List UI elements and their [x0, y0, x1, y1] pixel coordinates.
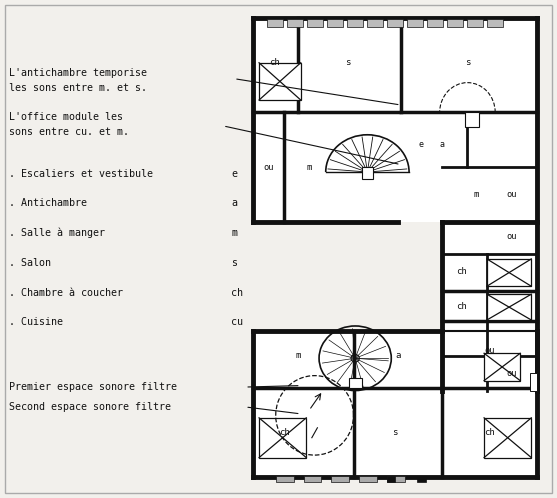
Text: a: a	[440, 140, 445, 149]
Bar	[467, 19, 483, 27]
Text: m: m	[231, 228, 237, 238]
Bar	[359, 477, 377, 483]
Text: ch: ch	[231, 288, 243, 298]
Text: s: s	[345, 58, 351, 67]
Bar	[259, 63, 301, 100]
Text: a: a	[395, 351, 400, 360]
Text: ch: ch	[457, 267, 467, 276]
Bar	[287, 19, 303, 27]
Bar	[387, 477, 395, 483]
Bar	[487, 294, 531, 320]
Bar	[487, 19, 503, 27]
Text: sons entre cu. et m.: sons entre cu. et m.	[9, 127, 129, 137]
Bar	[487, 259, 531, 286]
Text: s: s	[465, 58, 470, 67]
Text: . Salon: . Salon	[9, 258, 51, 268]
Text: ch: ch	[457, 302, 467, 311]
Text: e: e	[231, 168, 237, 178]
Bar	[484, 418, 531, 458]
Bar	[442, 222, 537, 390]
Bar	[304, 477, 321, 483]
Bar	[465, 113, 478, 127]
Text: ch: ch	[484, 428, 495, 437]
Text: L'office module les: L'office module les	[9, 113, 123, 123]
Text: Second espace sonore filtre: Second espace sonore filtre	[9, 402, 171, 412]
Text: e: e	[419, 140, 424, 149]
Bar	[349, 378, 362, 388]
Bar	[253, 331, 537, 478]
Bar	[387, 477, 404, 483]
Text: ou: ou	[264, 162, 274, 171]
Text: . Escaliers et vestibule: . Escaliers et vestibule	[9, 168, 153, 178]
Text: cu: cu	[231, 318, 243, 328]
Bar	[368, 19, 383, 27]
Text: . Antichambre: . Antichambre	[9, 198, 87, 208]
Text: . Cuisine: . Cuisine	[9, 318, 63, 328]
Text: ou: ou	[507, 232, 517, 241]
Text: ou: ou	[507, 369, 517, 377]
Bar	[307, 19, 323, 27]
Text: L'antichambre temporise: L'antichambre temporise	[9, 68, 147, 78]
Text: m: m	[473, 190, 478, 199]
Bar	[253, 18, 537, 222]
Bar	[484, 353, 520, 380]
Bar	[348, 19, 363, 27]
Bar	[362, 167, 373, 179]
Text: ch: ch	[278, 428, 290, 437]
Bar	[388, 19, 403, 27]
Bar	[447, 19, 463, 27]
Bar	[328, 19, 343, 27]
Bar	[417, 477, 426, 483]
Bar	[331, 477, 349, 483]
Text: a: a	[231, 198, 237, 208]
Text: s: s	[231, 258, 237, 268]
Bar	[427, 19, 443, 27]
Text: m: m	[295, 351, 301, 360]
Text: m: m	[306, 162, 312, 171]
Bar	[530, 373, 537, 390]
Text: . Salle à manger: . Salle à manger	[9, 228, 105, 239]
Bar	[267, 19, 283, 27]
Text: ou: ou	[485, 346, 495, 355]
Text: Premier espace sonore filtre: Premier espace sonore filtre	[9, 382, 177, 392]
Bar	[276, 477, 294, 483]
Text: ch: ch	[269, 58, 280, 67]
Text: s: s	[393, 428, 398, 437]
Bar	[407, 19, 423, 27]
Text: ou: ou	[507, 190, 517, 199]
Text: les sons entre m. et s.: les sons entre m. et s.	[9, 83, 147, 93]
Text: . Chambre à coucher: . Chambre à coucher	[9, 288, 123, 298]
Bar	[259, 418, 306, 458]
